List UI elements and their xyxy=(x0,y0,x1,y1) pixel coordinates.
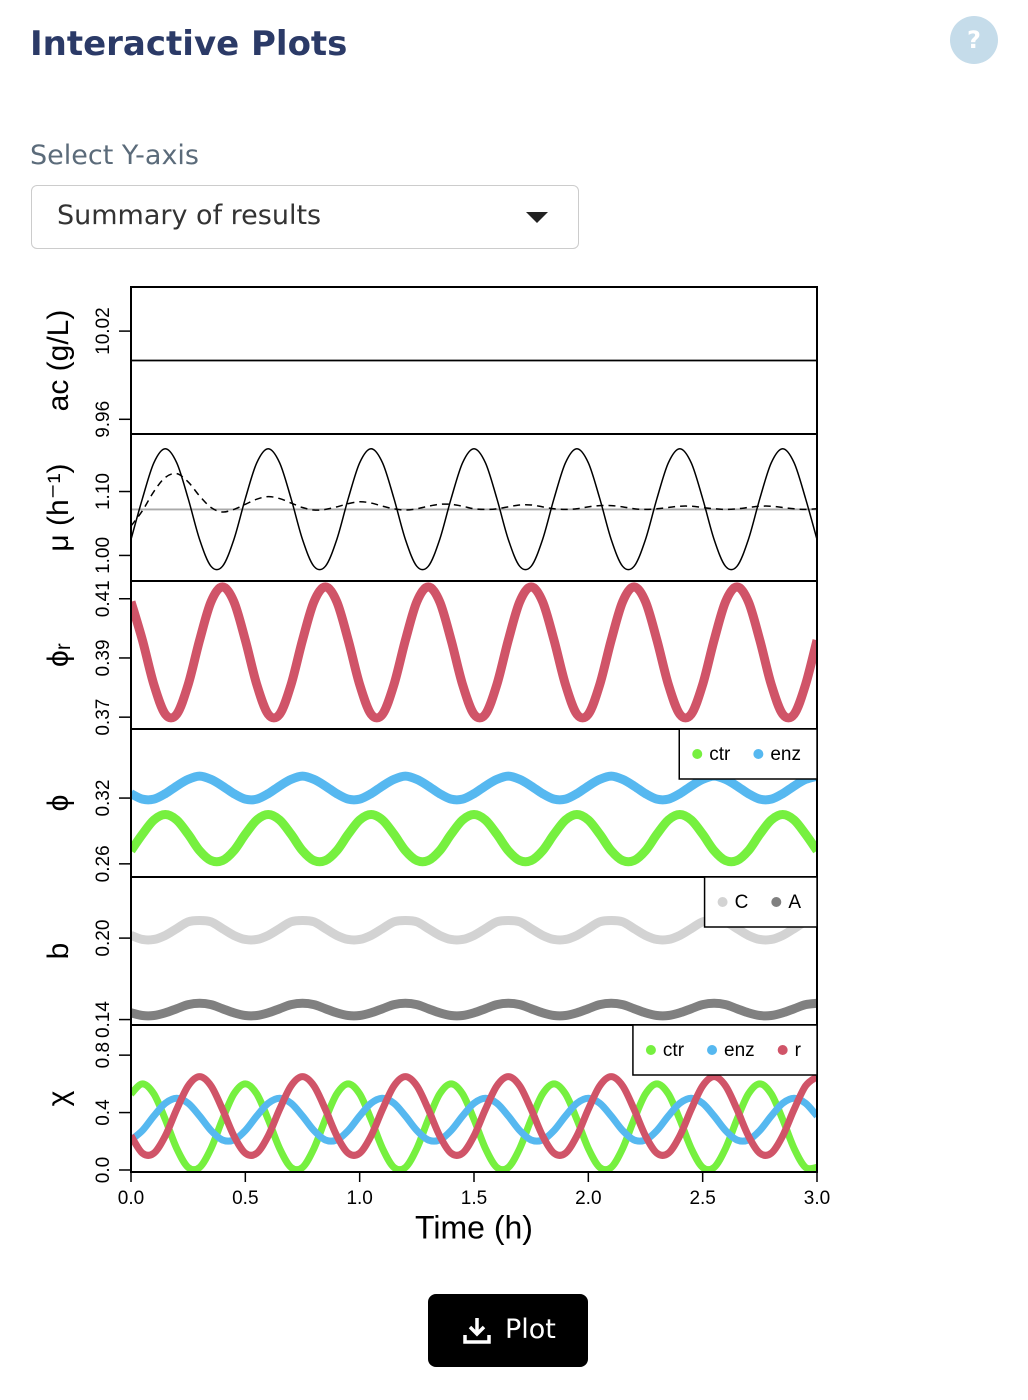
plot-download-button[interactable]: Plot xyxy=(428,1294,588,1367)
y-axis-label: ac (g/L) xyxy=(42,310,75,412)
data-line xyxy=(131,1073,817,1159)
y-tick-label: 0.8 xyxy=(93,1042,114,1068)
data-line xyxy=(131,915,817,945)
panel-plot-area xyxy=(131,771,817,867)
caret xyxy=(526,212,548,223)
y-tick-label: 0.20 xyxy=(93,920,114,957)
y-tick-label: 0.32 xyxy=(93,780,114,817)
y-axis-label: μ (h⁻¹) xyxy=(42,463,75,551)
legend: ctr enz r xyxy=(632,1024,818,1076)
y-axis-label: ϕᵣ xyxy=(42,643,75,667)
data-line xyxy=(131,447,817,571)
legend-swatch xyxy=(771,897,782,907)
y-tick-label: 9.96 xyxy=(93,401,114,438)
legend-swatch xyxy=(692,749,703,759)
legend-swatch xyxy=(777,1045,788,1055)
legend-label: C xyxy=(735,892,749,913)
legend-label: ctr xyxy=(709,744,731,765)
x-axis-label: Time (h) xyxy=(415,1209,533,1245)
legend-label: A xyxy=(788,892,801,913)
panel-frame xyxy=(130,433,818,582)
panel-plot-area xyxy=(131,447,817,571)
panel-plot-area xyxy=(131,582,817,723)
y-tick-label: 0.39 xyxy=(93,639,114,676)
y-tick-label: 0.37 xyxy=(93,699,114,736)
y-axis-label: χ xyxy=(42,1090,75,1106)
panel-plot-area xyxy=(131,915,817,1021)
page-title: Interactive Plots xyxy=(30,24,348,64)
x-tick-label: 2.0 xyxy=(575,1188,601,1209)
x-tick-label: 0.5 xyxy=(232,1188,258,1209)
data-line xyxy=(131,998,817,1021)
legend-label: enz xyxy=(724,1040,755,1061)
y-tick-label: 0.4 xyxy=(93,1099,114,1126)
y-axis-select[interactable]: Summary of results xyxy=(31,185,579,249)
select-label: Select Y-axis xyxy=(30,140,200,171)
legend-swatch xyxy=(645,1045,656,1055)
legend-label: ctr xyxy=(663,1040,685,1061)
y-axis-label: b xyxy=(42,943,75,960)
x-tick-label: 2.5 xyxy=(689,1188,715,1209)
y-tick-label: 0.0 xyxy=(93,1157,114,1183)
y-tick-label: 0.41 xyxy=(93,580,114,617)
x-tick-label: 0.0 xyxy=(118,1188,144,1209)
x-tick-label: 3.0 xyxy=(804,1188,830,1209)
y-tick-label: 0.14 xyxy=(93,1001,114,1038)
data-line xyxy=(131,582,817,723)
download-icon xyxy=(463,1318,491,1344)
y-axis-label: ϕ xyxy=(42,795,75,812)
data-line xyxy=(131,1080,817,1172)
data-line xyxy=(131,1094,817,1145)
y-tick-label: 0.26 xyxy=(93,845,114,882)
x-tick-label: 1.0 xyxy=(346,1188,372,1209)
data-line xyxy=(131,472,817,527)
legend: ctr enz xyxy=(678,728,818,780)
y-tick-label: 1.00 xyxy=(93,537,114,574)
y-tick-label: 10.02 xyxy=(93,307,114,355)
y-tick-label: 1.10 xyxy=(93,473,114,510)
legend-label: enz xyxy=(770,744,801,765)
legend-swatch xyxy=(717,897,728,907)
legend-swatch xyxy=(753,749,764,759)
chart: 9.96 10.02 ac (g/L) 1.00 1.10 μ (h⁻¹) 0.37 0.39… xyxy=(42,286,830,1245)
data-line xyxy=(131,810,817,867)
panel-plot-area xyxy=(131,1073,817,1172)
button-label: Plot xyxy=(505,1314,556,1345)
help-button[interactable]: ? xyxy=(950,16,998,64)
select-value: Summary of results xyxy=(57,200,322,231)
legend-label: r xyxy=(795,1040,802,1061)
x-tick-label: 1.5 xyxy=(461,1188,487,1209)
legend-swatch xyxy=(707,1045,718,1055)
